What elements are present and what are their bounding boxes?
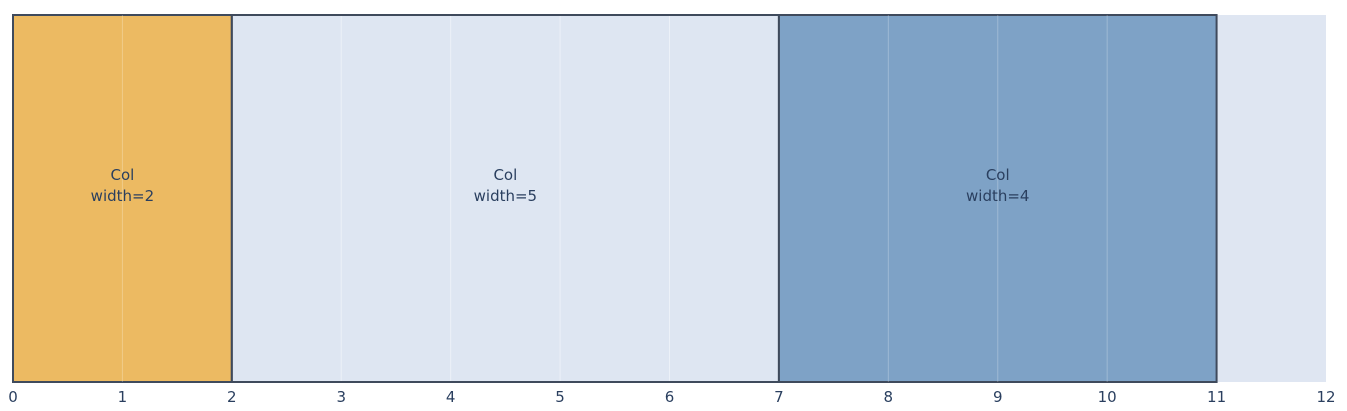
x-tick-label: 9	[993, 388, 1003, 406]
x-tick-label: 8	[884, 388, 894, 406]
segment-bar	[777, 14, 1218, 383]
segment-label-title: Col	[493, 166, 517, 184]
x-tick-label: 12	[1316, 388, 1335, 406]
segment-label-title: Col	[111, 166, 135, 184]
x-tick-label: 11	[1207, 388, 1226, 406]
segments: Col width=2 Col width=5 Col width=4	[12, 14, 1218, 383]
x-tick-label: 5	[555, 388, 565, 406]
segment-label-width: width=2	[91, 187, 154, 205]
x-tick-label: 3	[336, 388, 346, 406]
segment-label-width: width=5	[474, 187, 537, 205]
x-tick-label: 1	[118, 388, 128, 406]
x-tick-label: 10	[1098, 388, 1117, 406]
segment-label-width: width=4	[966, 187, 1029, 205]
x-tick-label: 4	[446, 388, 456, 406]
segment-label-title: Col	[986, 166, 1010, 184]
x-tick-label: 2	[227, 388, 237, 406]
x-axis-ticks: 0 1 2 3 4 5 6 7 8 9 10 11 12	[8, 388, 1335, 406]
x-tick-label: 0	[8, 388, 18, 406]
x-tick-label: 7	[774, 388, 784, 406]
x-tick-label: 6	[665, 388, 675, 406]
